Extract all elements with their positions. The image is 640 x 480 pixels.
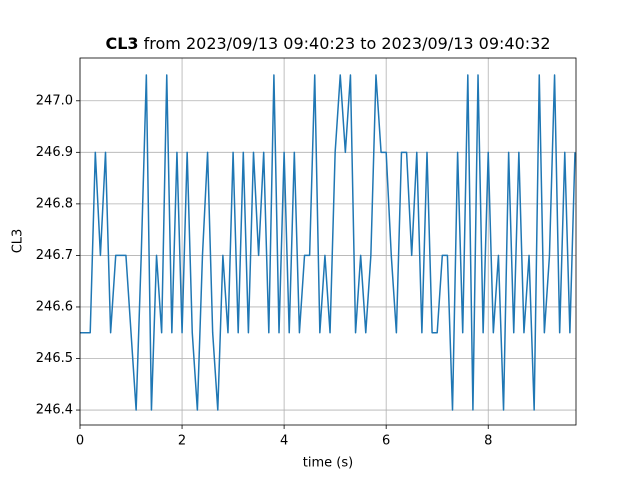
y-tick-label: 246.6 — [36, 299, 73, 314]
y-tick-label: 247.0 — [36, 93, 73, 108]
x-tick-label: 6 — [382, 434, 390, 449]
x-axis-label: time (s) — [303, 456, 353, 471]
y-tick-label: 246.7 — [36, 248, 73, 263]
y-tick-label: 246.5 — [36, 351, 73, 366]
plot-frame — [79, 57, 577, 426]
x-tick-label: 0 — [76, 434, 84, 449]
y-tick-label: 246.9 — [36, 145, 73, 160]
chart-title: CL3 from 2023/09/13 09:40:23 to 2023/09/… — [105, 34, 550, 53]
title-text: from 2023/09/13 09:40:23 to 2023/09/13 0… — [144, 34, 551, 53]
x-tick-label: 2 — [178, 434, 186, 449]
y-tick-label: 246.8 — [36, 196, 73, 211]
y-axis-label: CL3 — [11, 229, 26, 254]
y-tick-label: 246.4 — [36, 403, 73, 418]
x-tick-label: 8 — [484, 434, 492, 449]
x-tick-label: 4 — [280, 434, 288, 449]
data-line — [80, 74, 576, 411]
title-bold: CL3 — [105, 34, 138, 53]
